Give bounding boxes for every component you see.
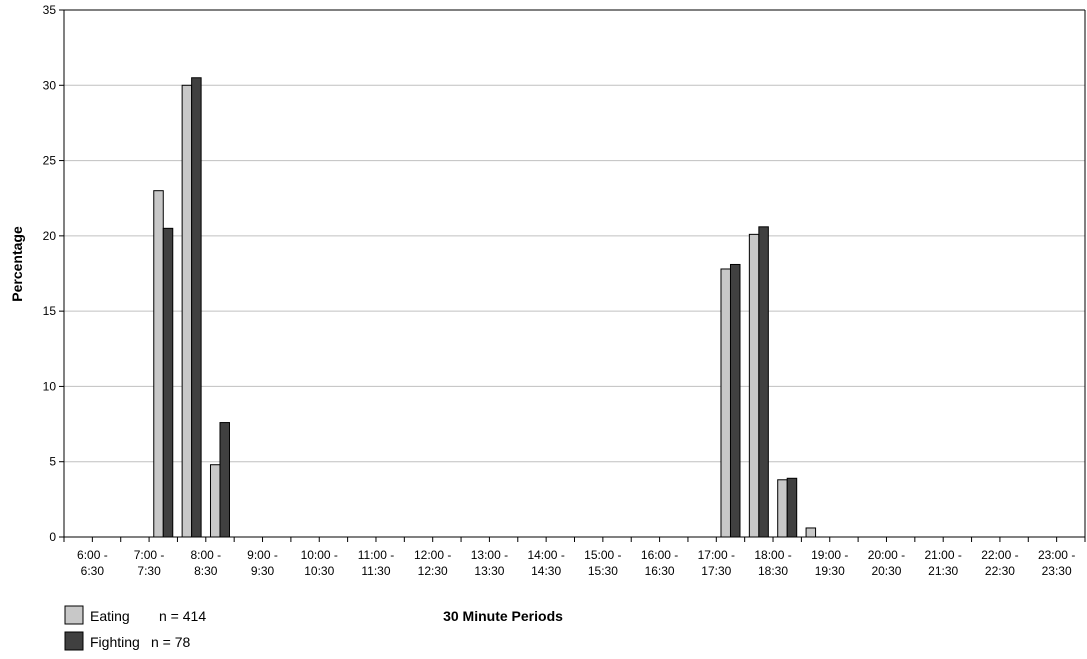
x-tick-label: 23:00 - [1038, 548, 1075, 562]
y-tick-label: 0 [49, 530, 56, 544]
x-tick-label: 22:00 - [981, 548, 1018, 562]
y-tick-label: 30 [43, 78, 57, 92]
bars [153, 77, 817, 538]
x-tick-label: 23:30 [1042, 564, 1072, 578]
bar-eating-7:30 [153, 190, 164, 538]
y-tick-labels: 0 5 10 15 20 25 30 35 [43, 3, 64, 544]
x-tick-label: 16:30 [645, 564, 675, 578]
x-tick-label: 8:00 - [190, 548, 221, 562]
x-tick-label: 17:30 [701, 564, 731, 578]
legend-label-eating: Eating [90, 608, 130, 624]
bar-fighting-17:30 [729, 263, 741, 538]
x-tick-label: 21:30 [928, 564, 958, 578]
bar-fighting-18:30 [786, 477, 798, 538]
bar-eating-19:00 [805, 527, 817, 538]
x-tick-label: 6:00 - [77, 548, 108, 562]
x-tick-label: 20:30 [871, 564, 901, 578]
bar-fighting-8:30 [219, 422, 230, 538]
legend-item-eating: Eating n = 414 [64, 605, 206, 625]
x-tick-label: 6:30 [81, 564, 105, 578]
bar-fighting-18:00 [758, 226, 769, 538]
x-tick-label: 13:00 - [471, 548, 508, 562]
y-tick-label: 20 [43, 229, 57, 243]
x-tick-label: 16:00 - [641, 548, 678, 562]
y-tick-label: 35 [43, 3, 57, 17]
x-tick-label: 9:30 [251, 564, 275, 578]
legend: Eating n = 414 Fighting n = 78 [64, 605, 206, 651]
x-tick-label: 8:30 [194, 564, 218, 578]
x-tick-label: 11:00 - [358, 548, 394, 562]
x-tick-label: 17:00 - [698, 548, 735, 562]
bar-eating-18:30 [777, 479, 788, 538]
x-axis-title: 30 Minute Periods [443, 608, 563, 624]
x-tick-label: 15:00 - [584, 548, 621, 562]
x-tick-labels: 6:00 - 6:30 7:00 - 7:30 8:00 - 8:30 9:00 - 9:30… [63, 537, 1086, 578]
y-tick-label: 5 [49, 455, 56, 469]
y-tick-label: 25 [43, 154, 57, 168]
x-tick-label: 18:30 [758, 564, 788, 578]
bar-eating-8:00 [181, 84, 193, 538]
x-tick-label: 15:30 [588, 564, 618, 578]
x-tick-label: 22:30 [985, 564, 1015, 578]
x-tick-label: 20:00 - [868, 548, 905, 562]
x-tick-label: 14:30 [531, 564, 561, 578]
bar-eating-17:30 [720, 268, 731, 538]
bar-fighting-7:30 [162, 227, 174, 538]
x-tick-label: 14:00 - [527, 548, 564, 562]
x-tick-label: 10:00 - [301, 548, 338, 562]
y-tick-label: 10 [43, 379, 57, 393]
x-tick-label: 12:30 [418, 564, 448, 578]
x-tick-label: 7:00 - [134, 548, 165, 562]
y-tick-label: 15 [43, 304, 57, 318]
bar-fighting-8:00 [191, 77, 202, 538]
legend-swatch-fighting [64, 631, 84, 651]
x-tick-label: 12:00 - [414, 548, 451, 562]
x-tick-label: 21:00 - [925, 548, 962, 562]
legend-n-eating: n = 414 [159, 608, 206, 624]
x-tick-label: 11:30 [361, 564, 390, 578]
x-tick-label: 19:00 - [811, 548, 848, 562]
legend-n-fighting: n = 78 [151, 634, 191, 650]
y-axis-title: Percentage [9, 226, 25, 302]
legend-swatch-eating [64, 605, 84, 625]
bar-eating-18:00 [748, 233, 760, 538]
x-tick-label: 7:30 [137, 564, 161, 578]
legend-label-fighting: Fighting [90, 634, 140, 650]
x-tick-label: 10:30 [304, 564, 334, 578]
x-tick-label: 19:30 [815, 564, 845, 578]
legend-item-fighting: Fighting n = 78 [64, 631, 191, 651]
x-tick-label: 9:00 - [247, 548, 278, 562]
x-tick-label: 18:00 - [754, 548, 791, 562]
x-tick-label: 13:30 [474, 564, 504, 578]
bar-eating-8:30 [209, 464, 221, 538]
